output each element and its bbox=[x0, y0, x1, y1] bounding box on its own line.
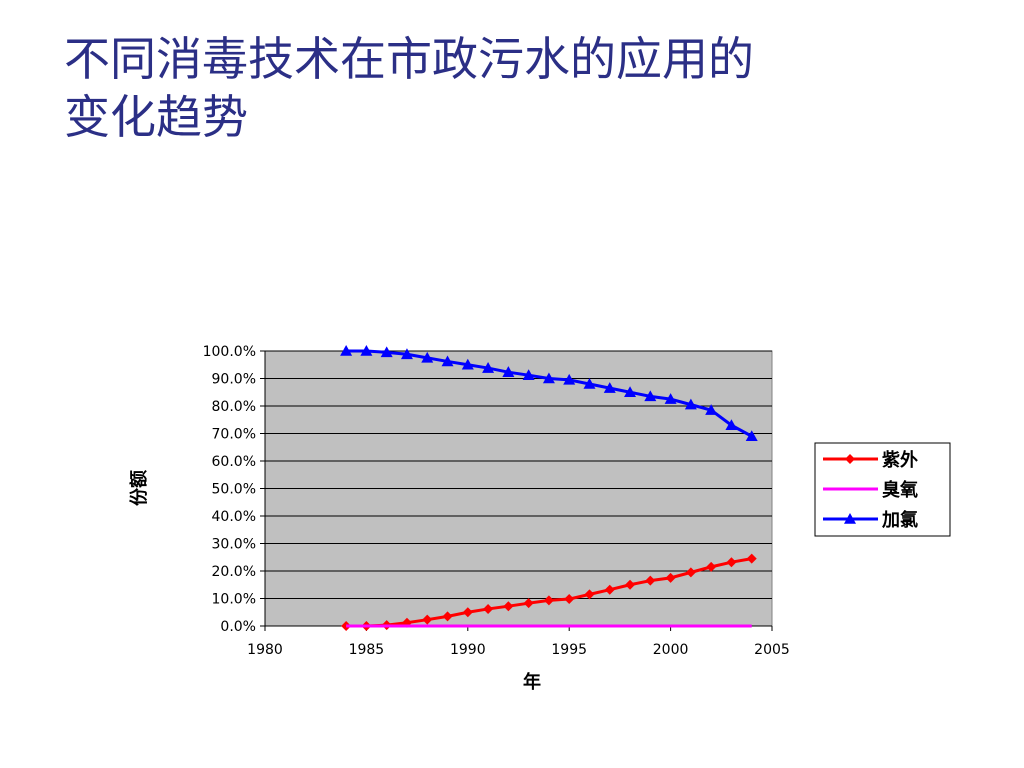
legend-marker bbox=[845, 454, 855, 464]
data-point bbox=[441, 355, 454, 367]
y-tick-label: 60.0% bbox=[212, 454, 256, 470]
data-point bbox=[461, 358, 474, 370]
data-point bbox=[684, 398, 697, 410]
data-point bbox=[400, 348, 413, 360]
data-point bbox=[442, 611, 453, 622]
data-point bbox=[522, 369, 535, 380]
data-point bbox=[644, 390, 657, 402]
data-point bbox=[462, 607, 473, 618]
legend-label: 紫外 bbox=[882, 449, 918, 471]
y-tick-label: 0.0% bbox=[220, 619, 256, 635]
data-point bbox=[725, 419, 738, 431]
y-tick-label: 10.0% bbox=[212, 592, 256, 608]
x-tick-label: 1985 bbox=[349, 642, 385, 658]
data-point bbox=[584, 589, 595, 600]
y-tick-labels: 0.0% 10.0% 20.0% 30.0% 40.0% 50.0% 60.0% 70.0% 8… bbox=[203, 344, 265, 635]
x-tick-label: 1980 bbox=[247, 642, 283, 658]
series-加氯 bbox=[340, 345, 758, 442]
data-point bbox=[604, 584, 615, 595]
data-point bbox=[746, 553, 757, 564]
legend-marker bbox=[844, 513, 856, 524]
data-point bbox=[625, 579, 636, 590]
data-point bbox=[745, 430, 758, 442]
data-point bbox=[705, 404, 718, 415]
legend-label: 加氯 bbox=[881, 509, 918, 531]
data-point bbox=[603, 382, 616, 393]
legend-item: 加氯 bbox=[823, 509, 918, 531]
y-tick-label: 70.0% bbox=[212, 427, 256, 443]
data-point bbox=[645, 575, 656, 586]
y-tick-label: 80.0% bbox=[212, 399, 256, 415]
y-tick-label: 50.0% bbox=[212, 482, 256, 498]
data-point bbox=[360, 345, 373, 356]
data-point bbox=[726, 557, 737, 568]
x-tick-label: 1995 bbox=[551, 642, 587, 658]
legend-item: 臭氧 bbox=[823, 479, 918, 501]
data-point bbox=[503, 601, 514, 612]
x-tick-labels: 1980 1985 1990 1995 2000 2005 bbox=[247, 626, 790, 658]
y-tick-label: 100.0% bbox=[203, 344, 256, 360]
data-point bbox=[665, 572, 676, 583]
x-tick-label: 2000 bbox=[653, 642, 689, 658]
legend-label: 臭氧 bbox=[882, 479, 918, 501]
data-point bbox=[583, 378, 596, 389]
x-tick-label: 1990 bbox=[450, 642, 486, 658]
y-tick-label: 40.0% bbox=[212, 509, 256, 525]
x-axis-title: 年 bbox=[523, 671, 541, 693]
data-point bbox=[483, 603, 494, 614]
y-tick-label: 20.0% bbox=[212, 564, 256, 580]
y-axis-title: 份额 bbox=[128, 470, 150, 506]
slide-title-line1: 不同消毒技术在市政污水的应用的 bbox=[64, 32, 754, 86]
data-point bbox=[421, 351, 434, 363]
legend-item: 紫外 bbox=[823, 449, 918, 471]
data-point bbox=[543, 595, 554, 606]
slide-title-line2: 变化趋势 bbox=[64, 90, 248, 144]
data-point bbox=[340, 345, 353, 356]
data-point bbox=[502, 366, 515, 377]
data-point bbox=[564, 594, 575, 605]
data-point bbox=[706, 561, 717, 572]
data-point bbox=[542, 372, 555, 384]
data-point bbox=[380, 346, 393, 358]
x-tick-label: 2005 bbox=[754, 642, 790, 658]
slide-title: 不同消毒技术在市政污水的应用的 变化趋势 bbox=[64, 30, 964, 146]
data-point bbox=[422, 614, 433, 625]
y-tick-label: 30.0% bbox=[212, 537, 256, 553]
y-tick-label: 90.0% bbox=[212, 372, 256, 388]
data-point bbox=[664, 393, 677, 404]
data-point bbox=[685, 567, 696, 578]
data-point bbox=[523, 598, 534, 609]
data-point bbox=[624, 386, 637, 398]
data-point bbox=[563, 373, 576, 385]
data-point bbox=[482, 362, 495, 373]
series-layer bbox=[340, 345, 758, 631]
